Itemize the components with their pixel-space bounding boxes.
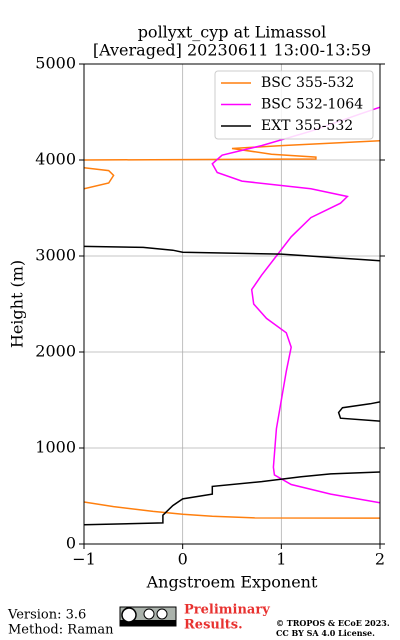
y-tick-label: 1000 xyxy=(35,438,76,457)
x-tick-label: 1 xyxy=(276,550,286,569)
x-axis-label: Angstroem Exponent xyxy=(146,573,318,592)
legend-label: BSC 532-1064 xyxy=(261,97,363,113)
notice-line1: Preliminary xyxy=(184,603,270,618)
x-tick-label: 0 xyxy=(178,550,188,569)
y-tick-label: 0 xyxy=(66,534,76,553)
x-tick-label: −1 xyxy=(72,550,96,569)
y-tick-label: 2000 xyxy=(35,342,76,361)
plot-lines xyxy=(84,106,380,526)
y-tick-label: 4000 xyxy=(35,150,76,169)
legend-label: EXT 355-532 xyxy=(261,118,353,134)
series-line xyxy=(84,245,380,526)
y-axis-label: Height (m) xyxy=(8,260,27,348)
y-tick-label: 3000 xyxy=(35,246,76,265)
license: CC BY SA 4.0 License. xyxy=(276,628,375,638)
legend: BSC 355-532 BSC 532-1064 EXT 355-532 xyxy=(214,70,374,140)
chart-subtitle: [Averaged] 20230611 13:00-13:59 xyxy=(93,41,371,60)
cc-logo xyxy=(119,606,177,627)
series-line xyxy=(211,106,380,504)
chart-title: pollyxt_cyp at Limassol xyxy=(138,23,327,42)
x-tick-label: 2 xyxy=(375,550,385,569)
copyright: © TROPOS & ECoE 2023. xyxy=(276,618,390,628)
plot-frame xyxy=(83,63,381,545)
y-tick-label: 5000 xyxy=(35,54,76,73)
legend-label: BSC 355-532 xyxy=(261,75,354,91)
series-line xyxy=(84,140,380,519)
notice-line2: Results. xyxy=(184,618,243,633)
method: Method: Raman xyxy=(8,623,114,638)
legend-box xyxy=(214,70,374,140)
version: Version: 3.6 xyxy=(7,608,86,623)
